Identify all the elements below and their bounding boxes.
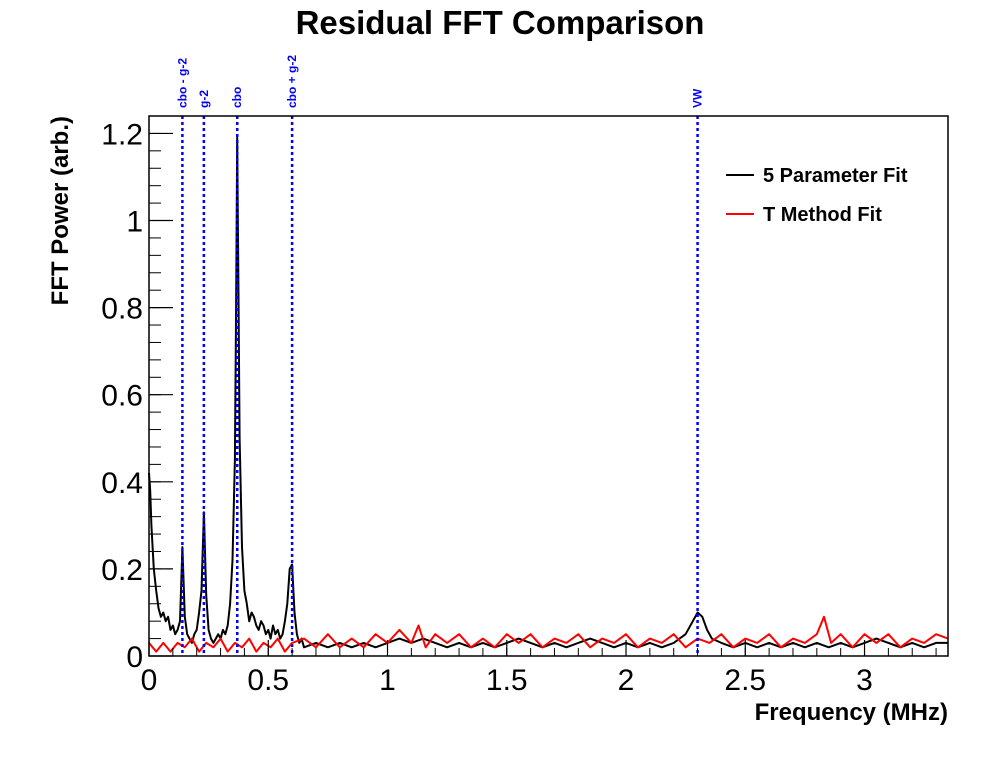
- legend-label-5-parameter-fit: 5 Parameter Fit: [763, 165, 908, 187]
- x-tick-label: 1: [379, 664, 396, 697]
- x-tick-label: 2: [618, 664, 635, 697]
- marker-label-vw: VW: [691, 88, 705, 108]
- x-tick-label: 0: [141, 664, 158, 697]
- x-tick-label: 1.5: [486, 664, 528, 697]
- series-t-method-fit-line: [148, 615, 949, 653]
- legend: 5 Parameter Fit T Method Fit: [726, 165, 908, 226]
- x-tick-label: 0.5: [247, 664, 289, 697]
- marker-label-cbo: cbo: [230, 87, 244, 108]
- chart-title: Residual FFT Comparison: [296, 4, 705, 41]
- x-tick-label: 2.5: [724, 664, 766, 697]
- y-tick-label: 0.6: [101, 380, 143, 413]
- plot-frame: [148, 115, 949, 657]
- marker-layer: cbo - g-2 g-2 cbo cbo + g-2 VW: [175, 55, 705, 656]
- y-tick-label: 0: [126, 641, 143, 674]
- x-axis-title: Frequency (MHz): [755, 699, 948, 726]
- y-tick-label: 1.2: [101, 118, 143, 151]
- marker-label-cbo-g-2: cbo + g-2: [285, 55, 299, 108]
- x-tick-label: 3: [856, 664, 873, 697]
- y-axis-title: FFT Power (arb.): [47, 116, 74, 305]
- x-axis: 0 0.5 1 1.5 2 2.5 3: [141, 640, 937, 697]
- y-tick-label: 0.2: [101, 554, 143, 587]
- marker-label-g-2: g-2: [197, 90, 211, 108]
- y-axis: 0 0.2 0.4 0.6 0.8 1 1.2: [101, 115, 173, 674]
- y-tick-label: 0.8: [101, 293, 143, 326]
- marker-label-cbo-g-2: cbo - g-2: [175, 58, 189, 108]
- legend-label-t-method-fit: T Method Fit: [763, 204, 882, 226]
- y-tick-label: 0.4: [101, 467, 143, 500]
- y-tick-label: 1: [126, 206, 143, 239]
